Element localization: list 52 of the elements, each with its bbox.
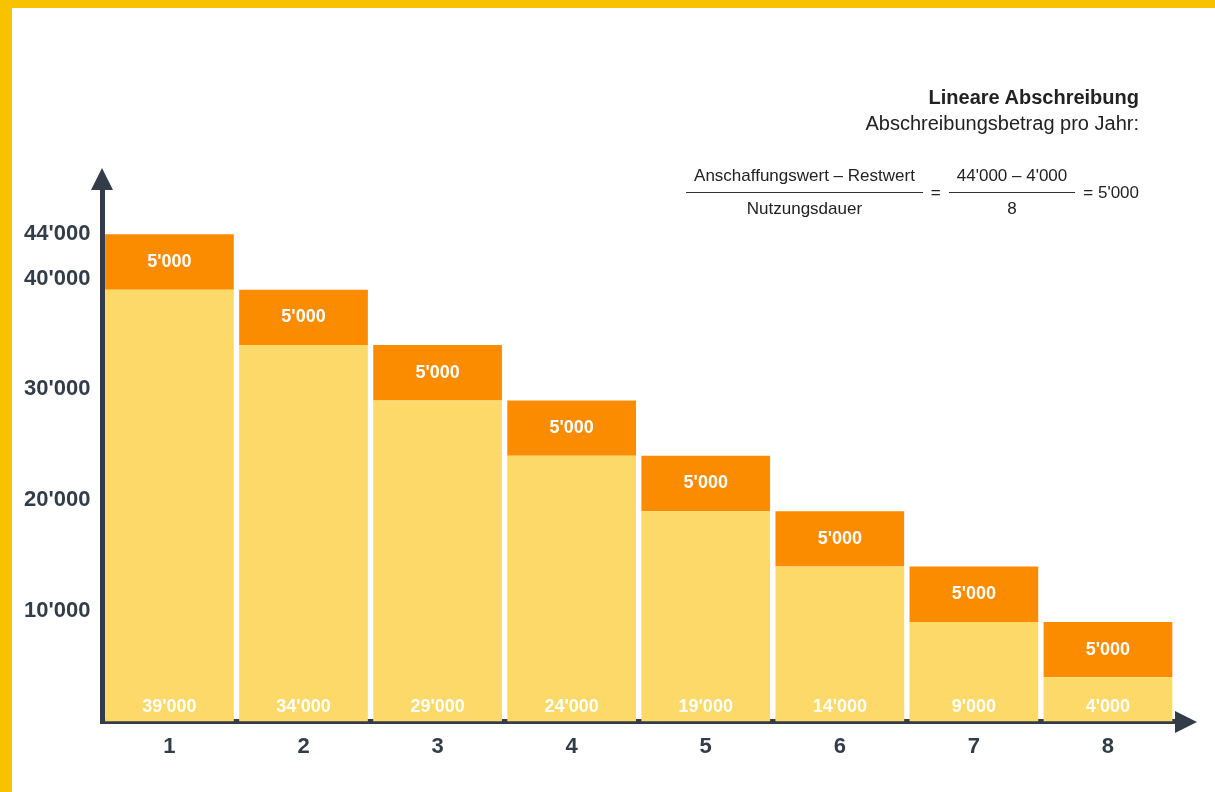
text: 44'000 – 4'000	[948, 166, 1076, 193]
bar	[373, 400, 502, 722]
bar	[641, 455, 771, 512]
x-tick-label: 6	[833, 732, 846, 758]
bar	[641, 511, 771, 722]
data-label: 4'000	[1085, 695, 1131, 716]
bar	[909, 566, 1039, 622]
y-tick-label: 44'000	[23, 220, 91, 246]
x-tick-label: 5	[699, 732, 712, 758]
data-label: 24'000	[544, 695, 599, 716]
x-tick-label: 3	[431, 732, 444, 758]
data-label: 9'000	[951, 695, 997, 716]
bar	[775, 566, 905, 722]
bar	[1043, 621, 1173, 678]
data-label: 5'000	[683, 472, 728, 493]
x-tick-label: 2	[297, 732, 310, 758]
data-label: 29'000	[410, 695, 465, 716]
data-label: 5'000	[549, 417, 594, 438]
chart-subtitle: Abschreibungsbetrag pro Jahr:	[865, 111, 1139, 136]
chart-title: Lineare Abschreibung	[927, 85, 1139, 110]
bar	[239, 345, 368, 722]
bar	[909, 621, 1039, 722]
data-label: 5'000	[817, 527, 862, 548]
annotation: =	[930, 182, 941, 203]
bar	[373, 345, 502, 401]
data-label: 5'000	[147, 250, 192, 271]
x-tick-label: 4	[565, 732, 579, 758]
bar	[105, 234, 234, 290]
data-label: 34'000	[276, 695, 331, 716]
annotation: = 5'000	[1083, 182, 1139, 203]
data-label: 5'000	[951, 583, 997, 604]
bar	[1043, 677, 1173, 722]
data-label: 19'000	[678, 695, 733, 716]
data-label: 39'000	[142, 695, 197, 716]
bar	[775, 511, 905, 567]
x-tick-label: 7	[967, 732, 981, 758]
y-tick-label: 10'000	[23, 596, 91, 622]
data-label: 14'000	[812, 695, 867, 716]
text: Anschaffungswert – Restwert	[686, 166, 923, 193]
data-label: 5'000	[281, 306, 326, 327]
bar	[507, 455, 637, 722]
y-tick-label: 40'000	[23, 264, 91, 290]
bar	[507, 400, 637, 456]
x-tick-label: 8	[1101, 732, 1115, 758]
data-label: 5'000	[415, 361, 460, 382]
x-tick-label: 1	[163, 732, 176, 758]
y-tick-label: 30'000	[23, 375, 91, 401]
y-tick-label: 20'000	[23, 486, 91, 512]
annotation: Nutzungsdauer	[746, 198, 863, 219]
annotation: 8	[1007, 198, 1017, 219]
data-label: 5'000	[1085, 638, 1131, 659]
bar	[239, 289, 368, 346]
